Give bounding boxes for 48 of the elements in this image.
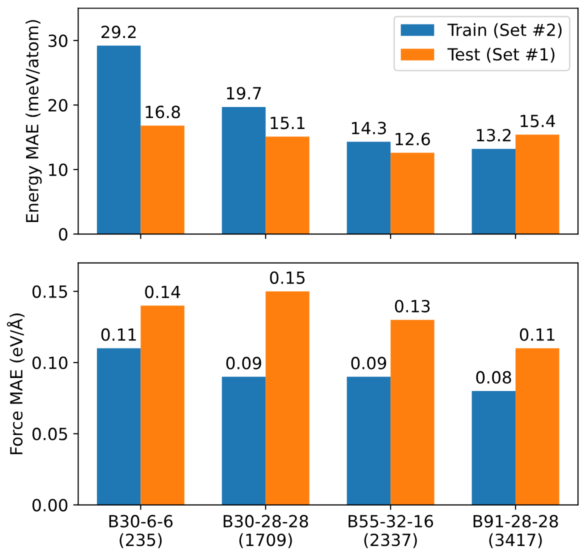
x-tick-label: B91-28-28 (3417): [474, 514, 558, 548]
data-label: 0.09: [351, 356, 386, 370]
data-label: 15.1: [270, 116, 305, 130]
data-label: 19.7: [227, 86, 261, 100]
data-label: 29.2: [101, 26, 136, 38]
bar: [96, 348, 141, 505]
data-label: 0.11: [101, 328, 136, 341]
y-tick-label: 0.05: [32, 428, 68, 440]
legend-label: Test (Set #1): [447, 48, 554, 63]
bar: [472, 148, 516, 234]
bar: [346, 142, 391, 234]
data-label: 0.09: [226, 356, 262, 370]
data-label: 0.14: [145, 286, 180, 298]
bar: [390, 320, 434, 505]
bar: [266, 136, 310, 234]
bar: [516, 348, 560, 505]
y-axis-title: Energy MAE (meV/atom): [26, 20, 42, 222]
x-tick-label: B30-28-28 (1709): [224, 514, 308, 548]
data-label: 16.8: [146, 106, 180, 118]
data-label: 15.4: [520, 114, 556, 128]
bar: [140, 306, 184, 505]
y-tick-label: 10: [49, 163, 68, 176]
y-tick-label: 0: [58, 228, 68, 241]
data-label: 0.11: [520, 328, 554, 341]
bar: [222, 376, 266, 505]
bar: [346, 376, 391, 505]
data-label: 0.13: [394, 300, 430, 312]
data-label: 14.3: [352, 122, 386, 134]
x-tick-label: B30-6-6 (235): [109, 514, 173, 548]
data-label: 0.15: [270, 271, 305, 284]
bar: [266, 291, 310, 505]
bar: [516, 134, 560, 234]
y-tick-label: 20: [48, 98, 68, 112]
data-label: 13.2: [476, 128, 511, 142]
x-tick-label: B55-32-16 (2337): [348, 514, 434, 548]
data-label: 0.08: [476, 371, 512, 384]
bar: [96, 46, 141, 234]
y-tick-label: 30: [48, 34, 68, 48]
bar: [472, 391, 516, 505]
bar: [222, 106, 266, 234]
data-label: 12.6: [396, 132, 430, 146]
bar: [390, 152, 434, 234]
legend-label: Train (Set #2): [447, 23, 562, 38]
y-axis-title: Force MAE (eV/Å): [6, 314, 25, 454]
y-tick-label: 0.10: [32, 356, 68, 370]
bar: [140, 126, 184, 234]
y-tick-label: 0.00: [32, 498, 68, 512]
y-tick-label: 0.15: [32, 285, 68, 298]
